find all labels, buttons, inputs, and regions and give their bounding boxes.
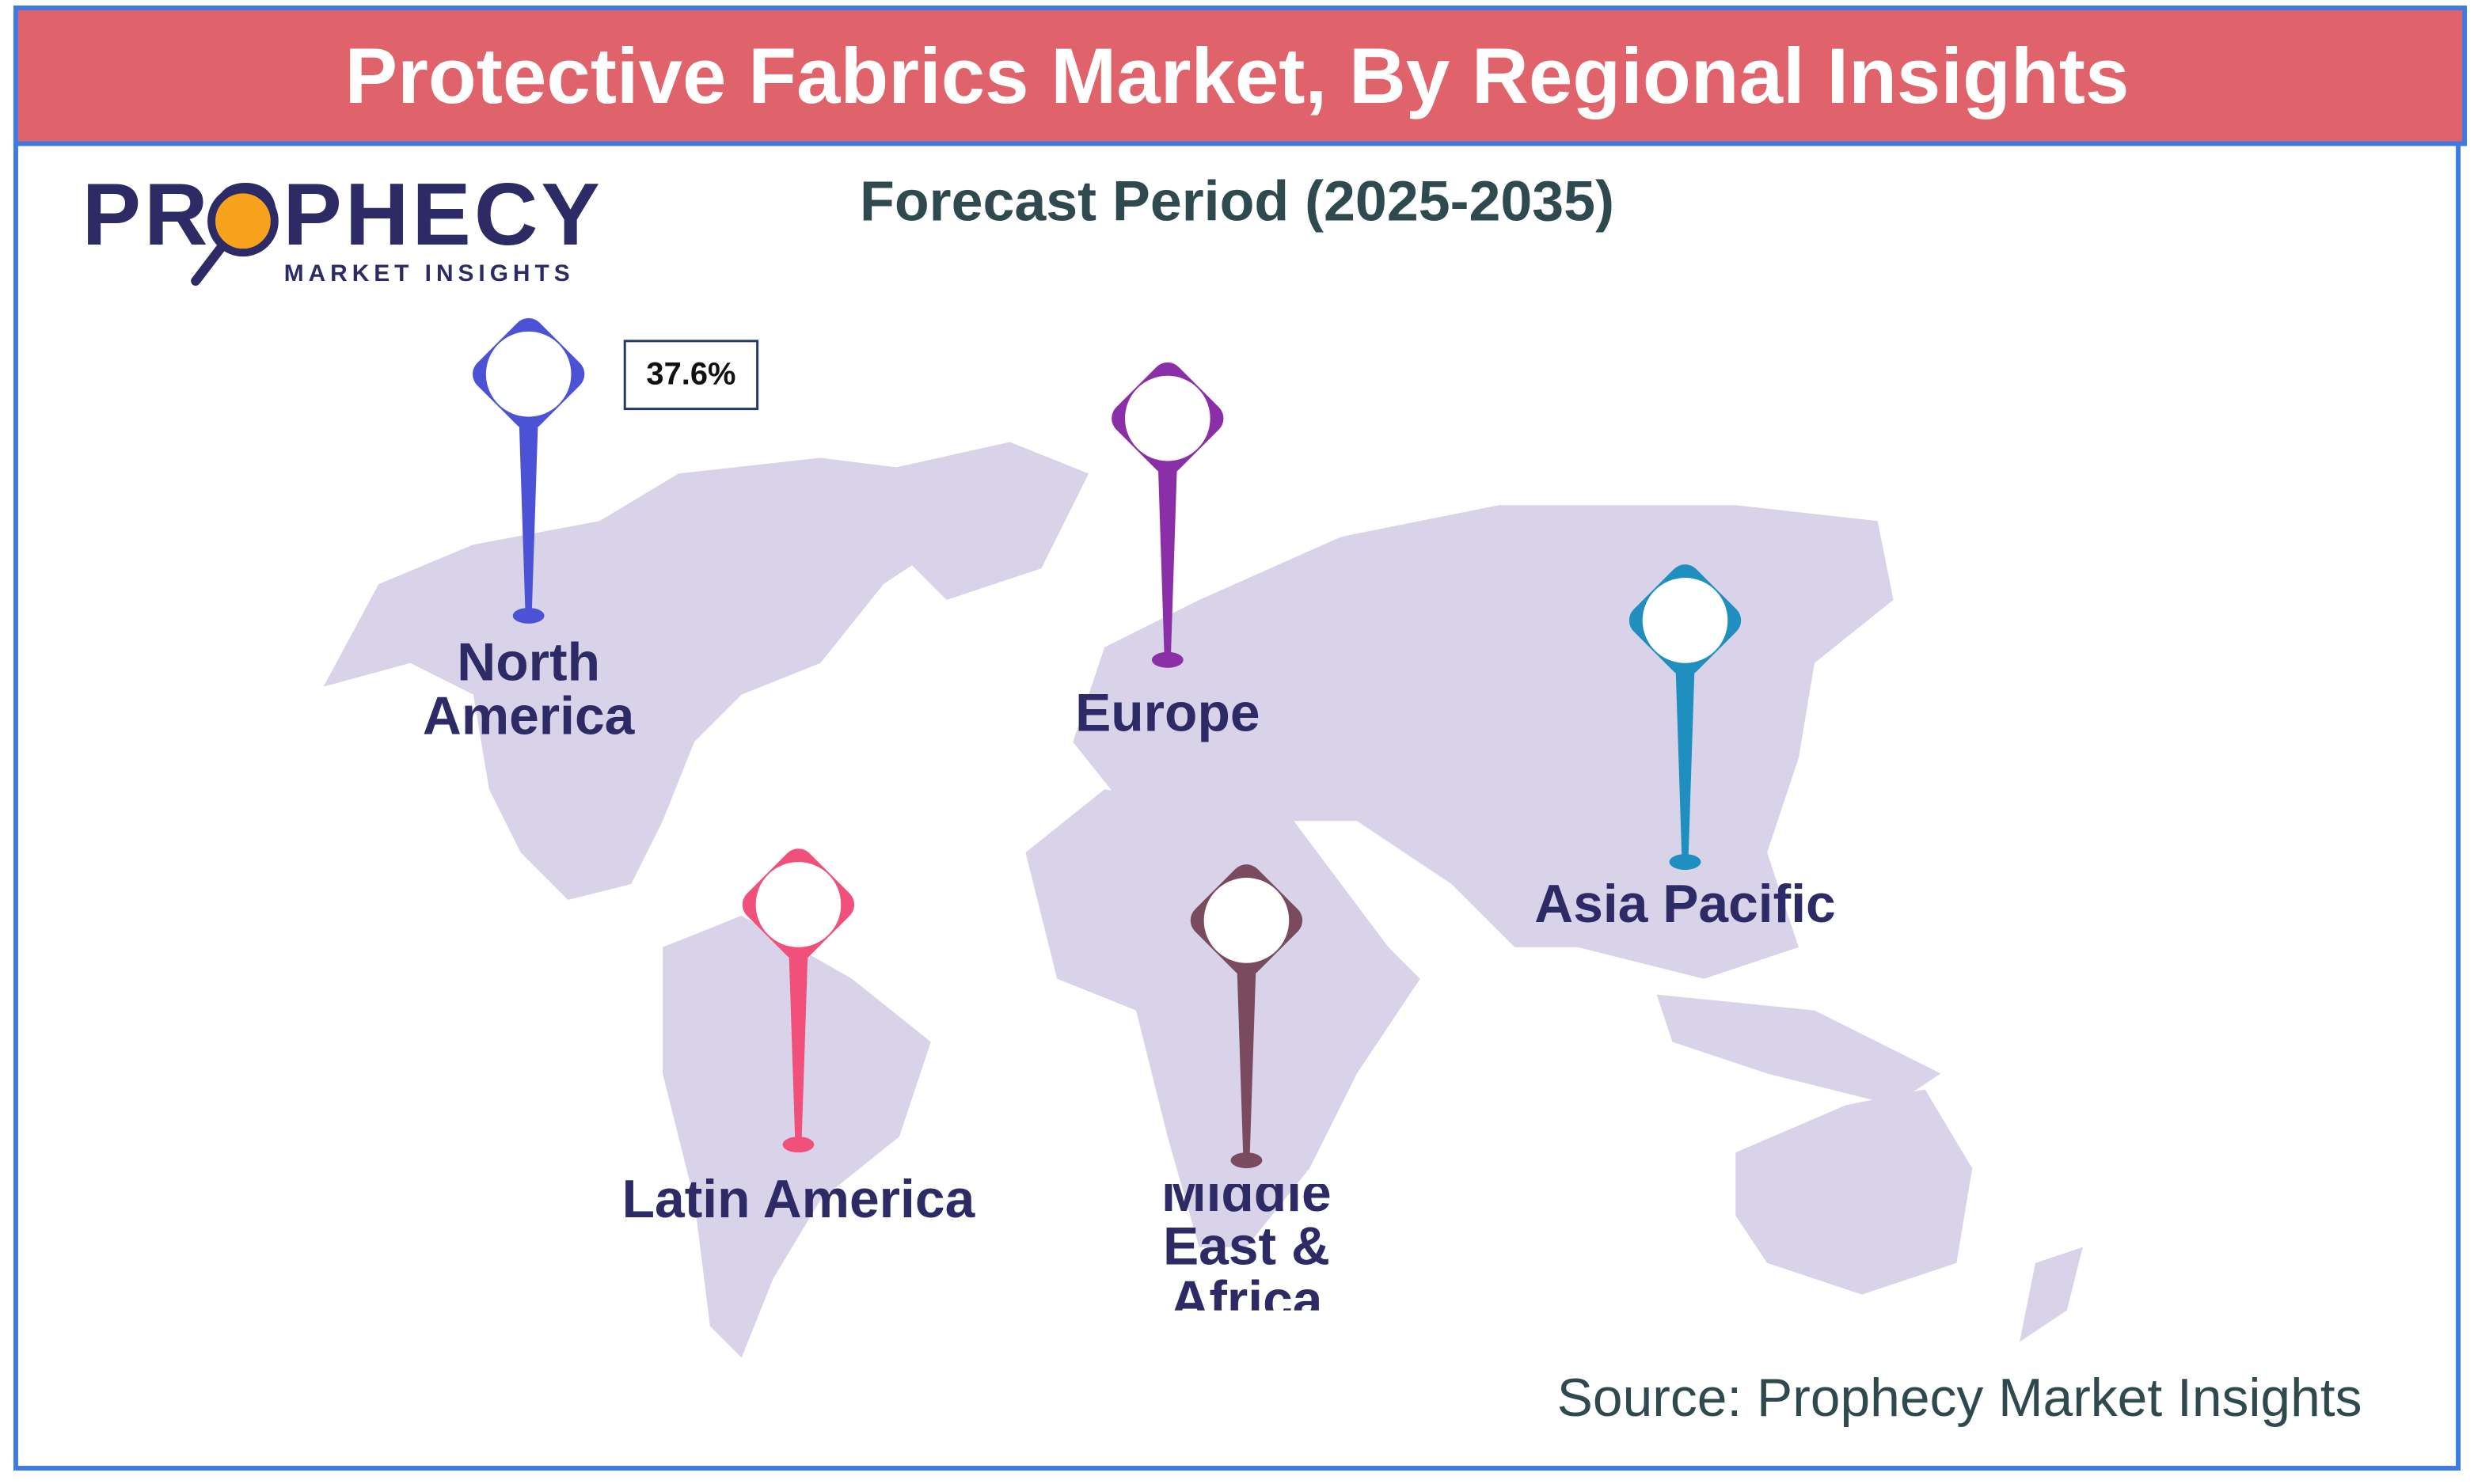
logo-name: PROPHECY: [82, 165, 603, 264]
pin-center: [1642, 578, 1728, 663]
region-label-box: North America: [422, 632, 635, 747]
logo-lens: [207, 185, 279, 257]
pin: [1190, 864, 1303, 1169]
region-label-box: Europe: [1075, 683, 1260, 744]
source: Source: Prophecy Market Insights: [1557, 1368, 2362, 1428]
pin: [1628, 564, 1742, 871]
region-label: Asia Pacific: [1534, 875, 1836, 935]
pin: [1112, 362, 1224, 668]
region-label-box: Middle East & Africa: [1161, 1184, 1332, 1311]
greenland-shape: [868, 442, 1089, 600]
region-label-box: Asia Pacific: [1534, 875, 1836, 935]
logo-handle: [191, 243, 226, 287]
pin: [742, 848, 855, 1153]
region-label: Middle East & Africa: [1161, 1184, 1332, 1311]
pin-center: [1203, 878, 1290, 963]
pin: [472, 318, 585, 624]
subtitle: Forecast Period (2025-2035): [860, 169, 1614, 233]
pin-stem: [1157, 465, 1177, 660]
value-box: [623, 340, 759, 411]
australia-shape: [1735, 1089, 1973, 1295]
pin-center: [1124, 375, 1210, 461]
logo: PROPHECY MARKET INSIGHTS: [82, 165, 603, 287]
title: Protective Fabrics Market, By Regional I…: [345, 32, 2130, 120]
value-label: 37.6%: [646, 356, 735, 391]
title-bar: [13, 5, 2468, 146]
pin-center: [485, 331, 572, 417]
pin-center: [755, 862, 842, 947]
pin-stem: [1675, 667, 1695, 863]
region-label: Latin America: [621, 1170, 975, 1230]
region-label-box: Latin America: [621, 1170, 975, 1230]
region-label: Europe: [1075, 683, 1260, 744]
new-zealand-shape: [2020, 1247, 2083, 1342]
region-label: North America: [422, 632, 635, 747]
pin-stem: [1237, 967, 1256, 1161]
pin-stem: [789, 951, 808, 1145]
islands-shape: [1656, 994, 1941, 1106]
north-america-shape: [323, 457, 979, 900]
africa-shape: [1025, 789, 1420, 1247]
pin-stem: [519, 421, 538, 616]
logo-tagline: MARKET INSIGHTS: [284, 260, 575, 287]
